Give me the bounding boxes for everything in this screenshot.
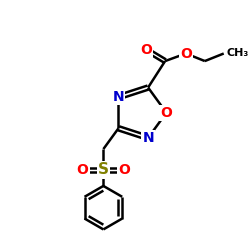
Text: CH₃: CH₃ <box>226 48 249 58</box>
Text: O: O <box>140 43 152 57</box>
Text: S: S <box>98 162 109 177</box>
Text: O: O <box>160 106 172 120</box>
Text: N: N <box>113 90 124 104</box>
Text: N: N <box>142 131 154 145</box>
Text: O: O <box>180 46 192 60</box>
Text: O: O <box>118 163 130 177</box>
Text: O: O <box>77 163 88 177</box>
